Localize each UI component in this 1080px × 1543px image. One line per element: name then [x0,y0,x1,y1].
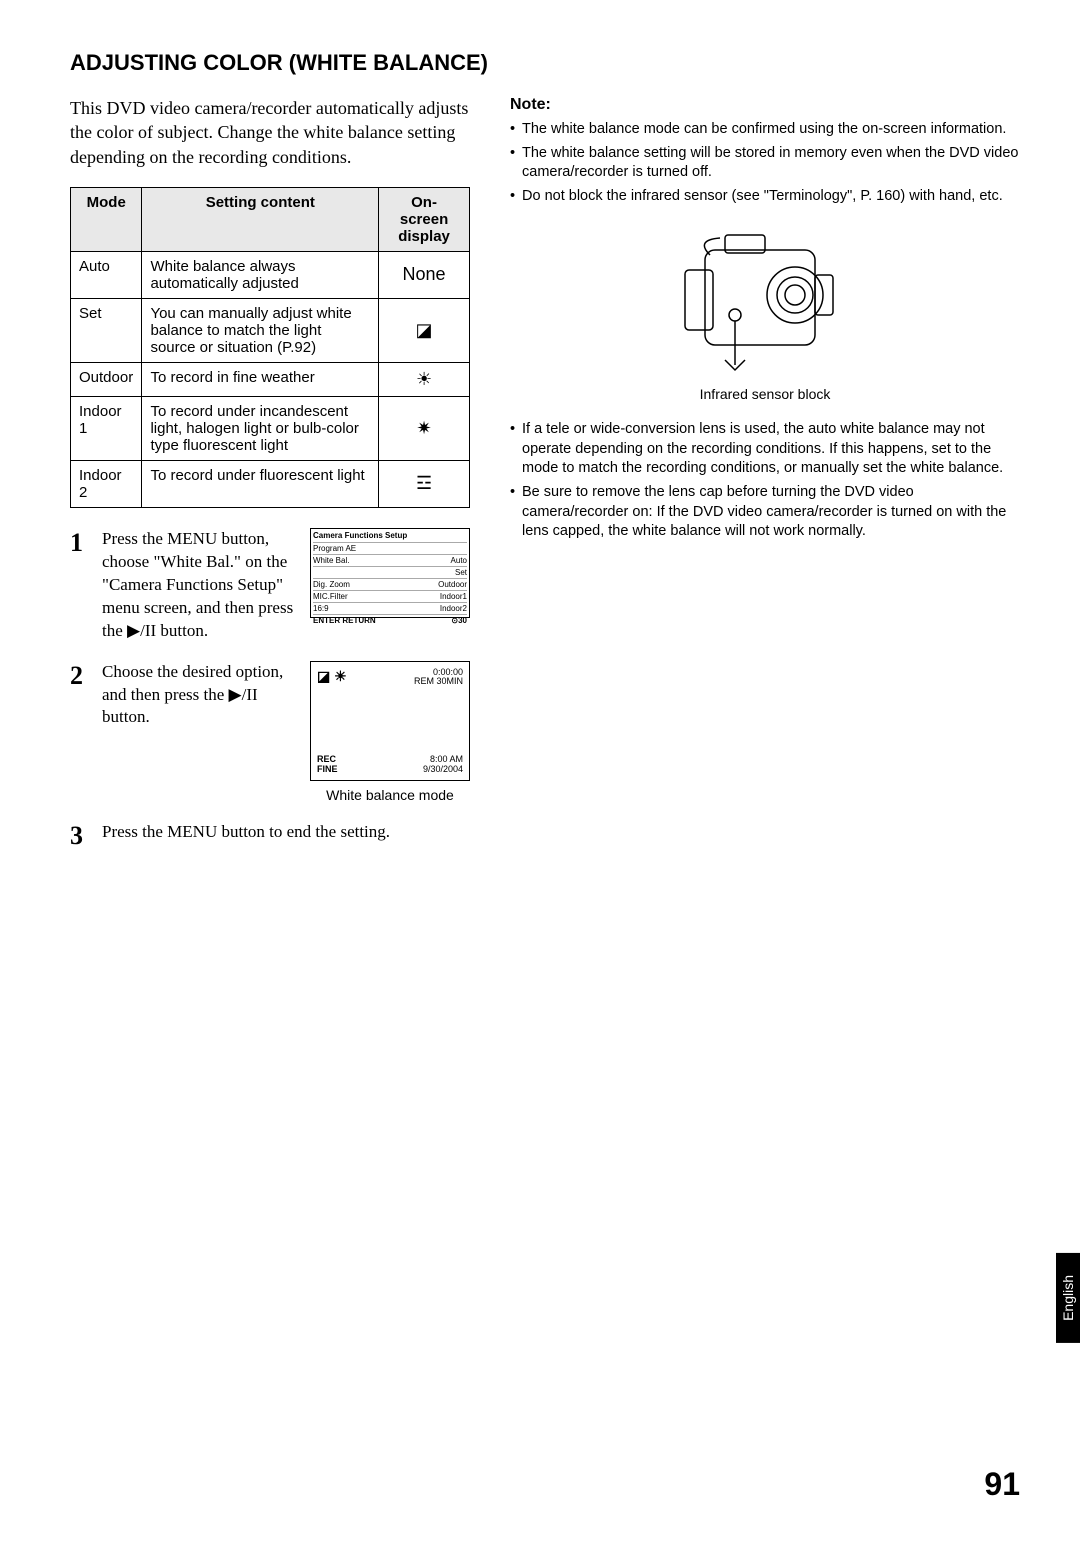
th-display: On-screen display [379,187,470,251]
language-tab: English [1056,1253,1080,1343]
step-3-num: 3 [70,821,92,851]
table-row: OutdoorTo record in fine weather☀ [71,362,470,396]
note-item: Be sure to remove the lens cap before tu… [510,483,1020,542]
menu-screen-figure: Camera Functions Setup Program AEWhite B… [310,528,470,618]
step-3-text: Press the MENU button to end the setting… [102,821,390,844]
wb-screen-figure: ◪ ☀ 0:00:00REM 30MIN RECFINE 8:00 AM9/30… [310,661,470,781]
note-heading: Note: [510,96,1020,114]
th-mode: Mode [71,187,142,251]
table-row: AutoWhite balance always automatically a… [71,251,470,298]
camera-figure: Infrared sensor block [510,220,1020,402]
note-item: If a tele or wide-conversion lens is use… [510,420,1020,479]
step-2-text: Choose the desired option, and then pres… [102,661,298,803]
step-2-num: 2 [70,661,92,691]
step-1-num: 1 [70,528,92,558]
table-row: Indoor 1To record under incandescent lig… [71,396,470,460]
page-number: 91 [984,1466,1020,1503]
note-item: The white balance mode can be confirmed … [510,120,1020,140]
table-row: Indoor 2To record under fluorescent ligh… [71,460,470,507]
camera-caption: Infrared sensor block [510,386,1020,402]
intro-text: This DVD video camera/recorder automatic… [70,96,470,169]
notes-list-1: The white balance mode can be confirmed … [510,120,1020,206]
th-content: Setting content [142,187,379,251]
note-item: The white balance setting will be stored… [510,144,1020,183]
note-item: Do not block the infrared sensor (see "T… [510,187,1020,207]
modes-table: Mode Setting content On-screen display A… [70,187,470,508]
page-title: ADJUSTING COLOR (WHITE BALANCE) [70,50,1020,76]
wb-screen-caption: White balance mode [310,787,470,803]
notes-list-2: If a tele or wide-conversion lens is use… [510,420,1020,541]
table-row: SetYou can manually adjust white balance… [71,298,470,362]
step-1-text: Press the MENU button, choose "White Bal… [102,528,298,643]
